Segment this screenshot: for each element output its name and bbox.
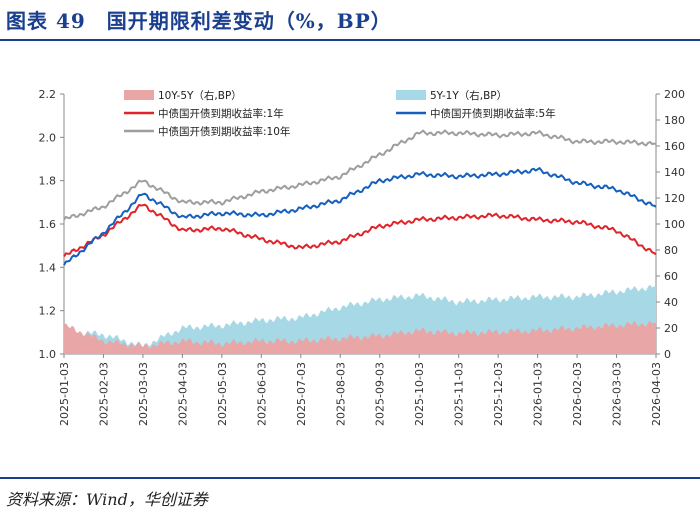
legend-label: 中债国开债到期收益率:1年 <box>158 107 284 120</box>
right-tick-label: 200 <box>664 88 685 101</box>
x-tick-label: 2025-06-03 <box>255 362 268 426</box>
x-tick-label: 2025-09-03 <box>374 362 387 426</box>
x-tick-label: 2025-05-03 <box>216 362 229 426</box>
source-note: 资料来源：Wind，华创证券 <box>6 490 208 509</box>
right-tick-label: 120 <box>664 192 685 205</box>
x-tick-label: 2025-11-03 <box>453 362 466 426</box>
area-10y-5y <box>64 320 656 354</box>
x-tick-label: 2025-12-03 <box>492 362 505 426</box>
title-underline <box>0 39 700 41</box>
right-tick-label: 140 <box>664 166 685 179</box>
legend-label: 中债国开债到期收益率:5年 <box>430 107 556 120</box>
legend-label: 10Y-5Y（右,BP） <box>158 89 242 102</box>
right-tick-label: 0 <box>664 348 671 361</box>
x-tick-label: 2025-03-03 <box>137 362 150 426</box>
line-10y-yield <box>63 129 657 221</box>
x-tick-label: 2025-04-03 <box>176 362 189 426</box>
title-bar: 图表 49 国开期限利差变动（%，BP） <box>0 0 700 41</box>
figure-title: 图表 49 国开期限利差变动（%，BP） <box>6 9 392 33</box>
x-tick-label: 2025-01-03 <box>58 362 71 426</box>
legend-label: 中债国开债到期收益率:10年 <box>158 125 290 138</box>
x-tick-label: 2026-01-03 <box>532 362 545 426</box>
x-tick-label: 2025-08-03 <box>334 362 347 426</box>
right-tick-label: 80 <box>664 244 678 257</box>
right-tick-label: 40 <box>664 296 678 309</box>
left-tick-label: 1.4 <box>39 261 57 274</box>
x-tick-label: 2025-10-03 <box>413 362 426 426</box>
x-tick-label: 2026-03-03 <box>611 362 624 426</box>
x-tick-label: 2026-02-03 <box>571 362 584 426</box>
right-tick-label: 60 <box>664 270 678 283</box>
right-tick-label: 20 <box>664 322 678 335</box>
left-tick-label: 1.6 <box>39 218 57 231</box>
left-tick-label: 1.8 <box>39 175 57 188</box>
left-tick-label: 2.2 <box>39 88 57 101</box>
right-tick-label: 160 <box>664 140 685 153</box>
x-tick-label: 2026-04-03 <box>650 362 663 426</box>
legend-swatch-area <box>396 90 426 100</box>
x-tick-label: 2025-07-03 <box>295 362 308 426</box>
left-tick-label: 1.2 <box>39 305 57 318</box>
source-divider <box>0 477 700 479</box>
line-5y-yield <box>63 167 657 266</box>
legend-swatch-area <box>124 90 154 100</box>
x-tick-label: 2025-02-03 <box>97 362 110 426</box>
legend-label: 5Y-1Y（右,BP） <box>430 89 507 102</box>
right-tick-label: 180 <box>664 114 685 127</box>
yield-spread-chart: 1.0 1.2 1.4 1.6 1.8 2.0 2.2 0 20 40 60 80 100 120 140 1… <box>39 88 686 426</box>
left-tick-label: 2.0 <box>39 131 57 144</box>
left-tick-label: 1.0 <box>39 348 57 361</box>
right-tick-label: 100 <box>664 218 685 231</box>
line-1y-yield <box>63 203 657 258</box>
